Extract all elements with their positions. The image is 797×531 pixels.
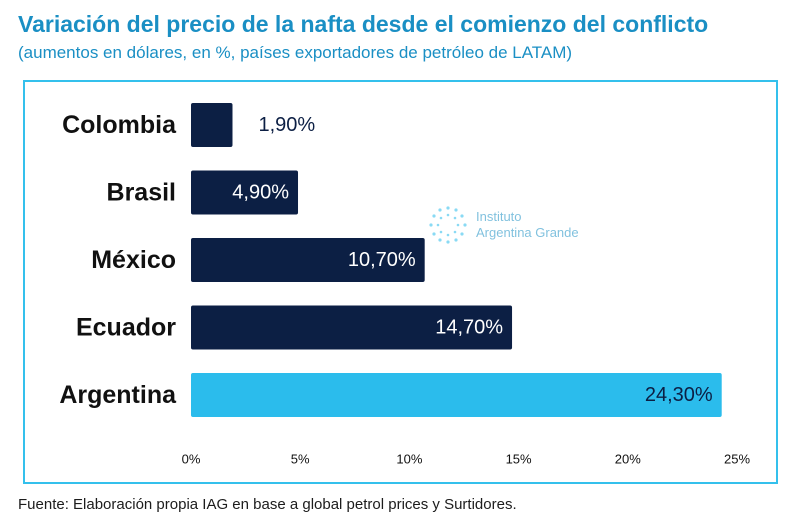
value-label-brasil: 4,90% — [232, 182, 289, 204]
x-tick-label: 15% — [506, 452, 532, 467]
x-tick-label: 20% — [615, 452, 641, 467]
category-label-colombia: Colombia — [62, 111, 177, 139]
category-label-brasil: Brasil — [107, 179, 176, 207]
bar-mexico — [191, 238, 425, 282]
x-tick-label: 0% — [182, 452, 201, 467]
bar-argentina — [191, 373, 722, 417]
value-label-colombia: 1,90% — [258, 114, 315, 136]
watermark-line-2: Argentina Grande — [476, 225, 579, 240]
category-label-argentina: Argentina — [59, 381, 177, 409]
chart-frame — [23, 80, 778, 484]
bar-colombia — [191, 103, 233, 147]
institute-logo-icon — [429, 206, 467, 244]
value-label-ecuador: 14,70% — [435, 317, 503, 339]
category-label-ecuador: Ecuador — [76, 314, 176, 342]
chart-title: Variación del precio de la nafta desde e… — [18, 11, 709, 37]
source-note: Fuente: Elaboración propia IAG en base a… — [18, 496, 517, 513]
x-tick-label: 25% — [724, 452, 750, 467]
x-tick-label: 10% — [396, 452, 422, 467]
value-label-argentina: 24,30% — [645, 384, 713, 406]
watermark: Instituto Argentina Grande — [428, 205, 579, 245]
chart-subtitle: (aumentos en dólares, en %, países expor… — [18, 43, 573, 62]
x-tick-label: 5% — [291, 452, 310, 467]
watermark-line-1: Instituto — [476, 209, 522, 224]
category-label-mexico: México — [91, 246, 176, 274]
bar-brasil — [191, 170, 299, 215]
bar-ecuador — [191, 305, 513, 350]
value-label-mexico: 10,70% — [348, 249, 416, 271]
